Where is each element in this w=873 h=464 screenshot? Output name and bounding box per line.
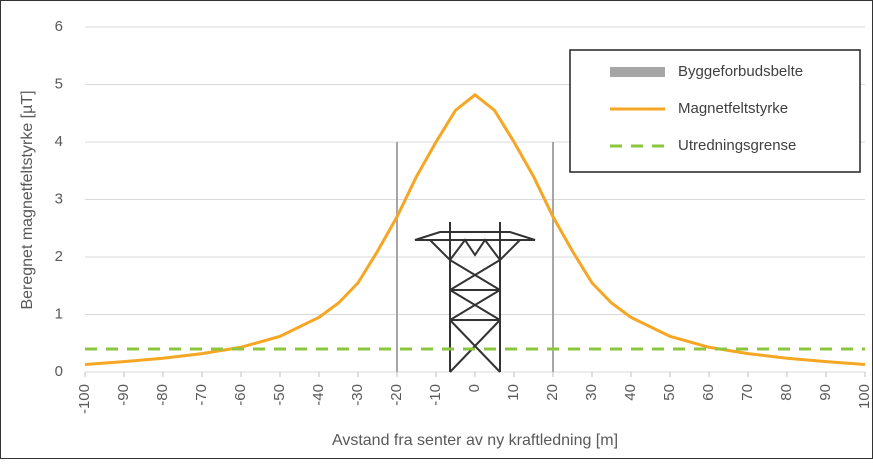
- legend-label: Magnetfeltstyrke: [678, 100, 788, 117]
- x-tick-label: 90: [817, 384, 834, 401]
- x-tick-label: 100: [856, 384, 873, 409]
- x-tick-label: 60: [700, 384, 717, 401]
- tower-icon: [414, 222, 536, 373]
- y-tick-label: 6: [55, 18, 63, 35]
- x-tick-label: 10: [505, 384, 522, 401]
- x-tick-label: 40: [622, 384, 639, 401]
- x-tick-label: -70: [193, 384, 210, 406]
- x-axis-title: Avstand fra senter av ny kraftledning [m…: [332, 432, 618, 449]
- x-tick-label: -10: [427, 384, 444, 406]
- x-tick-label: 0: [466, 384, 483, 392]
- x-tick-label: -30: [349, 384, 366, 406]
- x-tick-label: -60: [232, 384, 249, 406]
- x-tick-label: -90: [115, 384, 132, 406]
- legend-swatch: [610, 67, 665, 77]
- legend-label: Utredningsgrense: [678, 137, 796, 154]
- y-tick-label: 5: [55, 75, 63, 92]
- y-axis-title: Beregnet magnetfeltstyrke [µT]: [19, 90, 36, 309]
- x-tick-label: -40: [310, 384, 327, 406]
- x-tick-label: 20: [544, 384, 561, 401]
- x-tick-label: -50: [271, 384, 288, 406]
- x-tick-label: 70: [739, 384, 756, 401]
- x-tick-label: 50: [661, 384, 678, 401]
- y-tick-label: 1: [55, 305, 63, 322]
- x-tick-label: -80: [154, 384, 171, 406]
- y-tick-label: 0: [55, 363, 63, 380]
- x-tick-label: 80: [778, 384, 795, 401]
- legend-label: Byggeforbudsbelte: [678, 63, 803, 80]
- x-tick-label: 30: [583, 384, 600, 401]
- y-tick-label: 3: [55, 190, 63, 207]
- y-tick-label: 2: [55, 248, 63, 265]
- y-tick-label: 4: [55, 133, 63, 150]
- field-curve: [84, 92, 866, 367]
- x-tick-label: -100: [76, 384, 93, 414]
- x-tick-label: -20: [388, 384, 405, 406]
